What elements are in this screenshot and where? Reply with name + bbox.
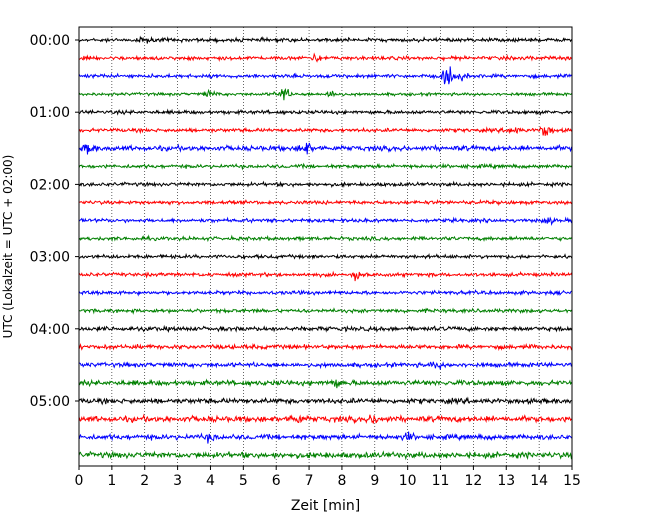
x-axis-label: Zeit [min] bbox=[291, 498, 360, 514]
y-axis: 00:00 01:00 02:00 03:00 04:00 05:00 bbox=[30, 33, 79, 410]
x-tick-label: 13 bbox=[497, 473, 515, 489]
y-axis-label: UTC (Lokalzeit = UTC + 02:00) bbox=[1, 155, 15, 339]
x-tick-label: 15 bbox=[563, 473, 581, 489]
x-axis: 0 1 2 3 4 5 6 7 8 9 10 11 12 13 14 15 bbox=[75, 466, 581, 489]
trace-0000 bbox=[78, 35, 573, 44]
x-tick-label: 7 bbox=[305, 473, 314, 489]
x-tick-label: 3 bbox=[173, 473, 182, 489]
trace-0415 bbox=[78, 342, 573, 352]
x-tick-label: 9 bbox=[370, 473, 379, 489]
y-tick-label: 02:00 bbox=[30, 177, 70, 193]
trace-0400 bbox=[78, 324, 573, 334]
y-tick-label: 00:00 bbox=[30, 33, 70, 49]
trace-0330 bbox=[78, 289, 573, 297]
x-tick-label: 11 bbox=[432, 473, 450, 489]
x-tick-label: 10 bbox=[399, 473, 417, 489]
x-tick-label: 6 bbox=[272, 473, 281, 489]
trace-0100 bbox=[78, 108, 573, 116]
trace-0145 bbox=[78, 162, 573, 171]
traces bbox=[78, 35, 573, 461]
y-tick-label: 05:00 bbox=[30, 394, 70, 410]
trace-0215 bbox=[78, 198, 573, 207]
trace-0530 bbox=[78, 431, 573, 444]
x-tick-label: 14 bbox=[530, 473, 548, 489]
trace-0545 bbox=[78, 450, 573, 461]
trace-0300 bbox=[78, 252, 573, 261]
trace-0015 bbox=[78, 52, 573, 63]
trace-0230 bbox=[78, 216, 573, 226]
trace-0315 bbox=[78, 270, 573, 282]
x-tick-label: 0 bbox=[75, 473, 84, 489]
grid bbox=[111, 27, 540, 466]
trace-0245 bbox=[78, 234, 573, 243]
x-tick-label: 5 bbox=[239, 473, 248, 489]
x-tick-label: 2 bbox=[140, 473, 149, 489]
x-tick-label: 12 bbox=[464, 473, 482, 489]
plot-frame bbox=[78, 26, 573, 467]
x-tick-label: 4 bbox=[206, 473, 215, 489]
y-tick-label: 03:00 bbox=[30, 250, 70, 266]
trace-0030 bbox=[78, 66, 573, 85]
y-tick-label: 04:00 bbox=[30, 322, 70, 338]
trace-0115 bbox=[79, 126, 573, 136]
trace-0430 bbox=[78, 360, 573, 370]
x-tick-label: 8 bbox=[337, 473, 346, 489]
trace-0515 bbox=[78, 413, 573, 425]
trace-0500 bbox=[78, 396, 573, 406]
trace-0130 bbox=[78, 142, 573, 155]
y-tick-label: 01:00 bbox=[30, 105, 70, 121]
trace-0045 bbox=[78, 88, 573, 101]
x-tick-label: 1 bbox=[107, 473, 116, 489]
trace-0445 bbox=[79, 378, 573, 389]
trace-0345 bbox=[78, 307, 573, 315]
trace-0200 bbox=[78, 180, 573, 189]
